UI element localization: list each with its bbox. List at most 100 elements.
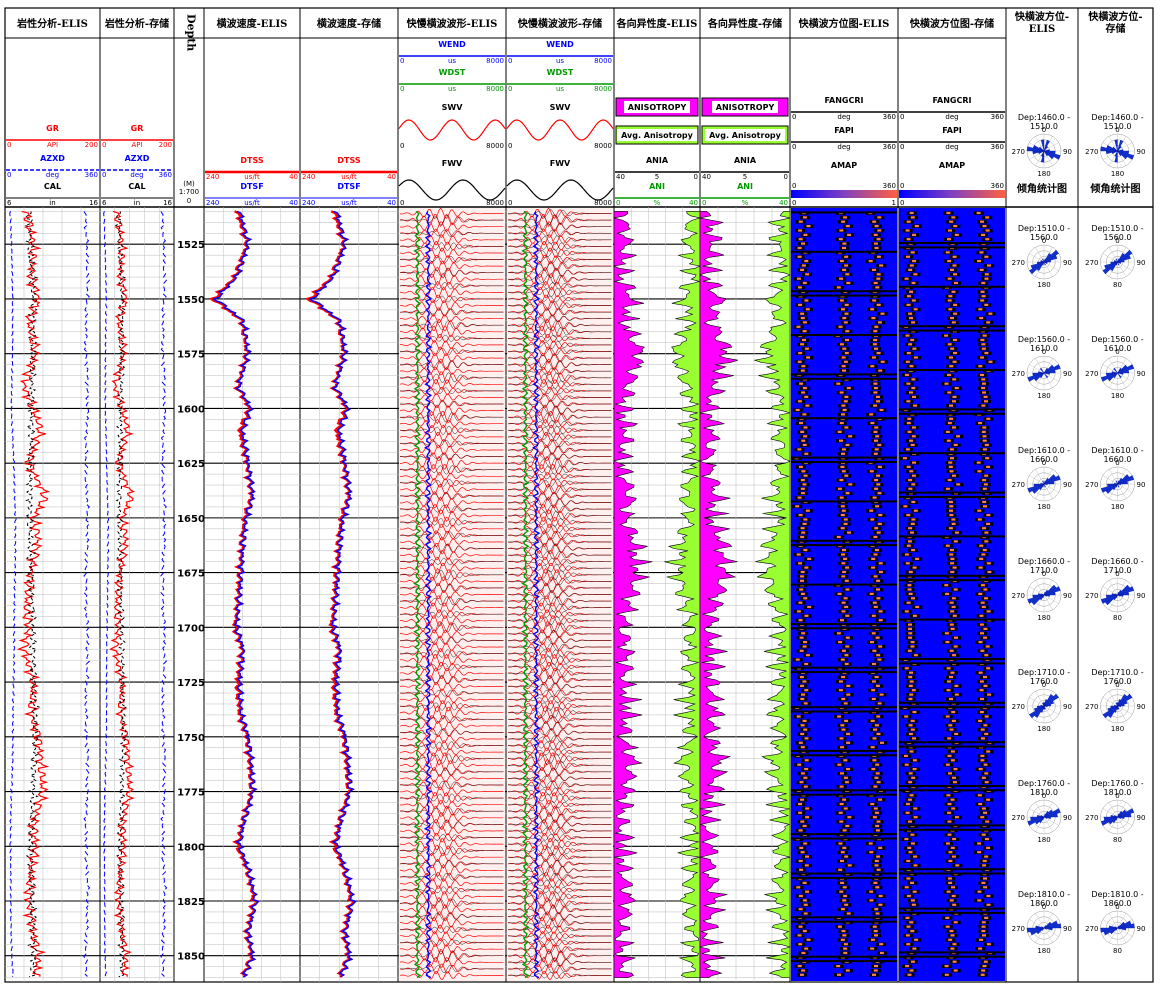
azimuth-hot-spot — [986, 465, 991, 468]
azimuth-stripe — [791, 373, 897, 376]
depth-tick-label: 1825 — [177, 897, 205, 908]
azimuth-hot-spot — [953, 645, 958, 648]
rose-petal — [1114, 139, 1118, 152]
azimuth-hot-spot — [803, 518, 808, 521]
azimuth-stripe — [791, 544, 897, 547]
curve-name-amap: AMAP — [939, 161, 965, 170]
azimuth-hot-spot — [984, 654, 989, 657]
azimuth-hot-spot — [841, 649, 846, 652]
azimuth-hot-spot — [873, 535, 878, 539]
azimuth-hot-spot — [984, 540, 989, 543]
fwv-trace — [400, 596, 504, 606]
rose-spoke — [1043, 483, 1059, 493]
azimuth-hot-spot — [803, 597, 808, 600]
azimuth-stripe — [791, 710, 897, 713]
fwv-trace — [400, 833, 504, 842]
rose-diagram: Dep:1760.0 -Dep:1760.0 - 1810.01810.00 90… — [1085, 779, 1145, 844]
azimuth-hot-spot — [915, 605, 920, 609]
azimuth-hot-spot — [799, 868, 804, 871]
fwv-trace — [508, 557, 612, 566]
azimuth-hot-spot — [844, 426, 849, 429]
azimuth-hot-spot — [982, 549, 987, 552]
curve-name-swv: SWV — [550, 103, 572, 112]
azimuth-hot-spot — [947, 803, 952, 806]
azimuth-hot-spot — [873, 338, 878, 342]
curve-min: 0 — [508, 57, 512, 65]
fwv-trace — [508, 728, 612, 737]
azimuth-hot-spot — [907, 649, 912, 652]
azimuth-hot-spot — [802, 645, 807, 648]
curve-max: 40 — [289, 199, 298, 207]
azimuth-hot-spot — [979, 268, 984, 271]
azimuth-hot-spot — [845, 969, 850, 972]
azimuth-hot-spot — [982, 439, 987, 442]
fwv-trace — [508, 925, 612, 933]
azimuth-hot-spot — [949, 417, 954, 420]
azimuth-hot-spot — [909, 671, 913, 674]
azimuth-hot-spot — [980, 338, 985, 342]
azimuth-hot-spot — [978, 768, 983, 771]
rose-label-2: 1510.0 — [1030, 122, 1058, 131]
azimuth-hot-spot — [905, 448, 910, 451]
azimuth-hot-spot — [806, 225, 811, 228]
azimuth-hot-spot — [949, 404, 953, 407]
azimuth-hot-spot — [908, 627, 912, 630]
azimuth-hot-spot — [911, 689, 916, 692]
azimuth-hot-spot — [874, 811, 879, 814]
azimuth-hot-spot — [905, 811, 910, 814]
azimuth-hot-spot — [841, 448, 846, 451]
azimuth-hot-spot — [946, 439, 951, 442]
azimuth-hot-spot — [986, 750, 991, 753]
rose-east-label: 90 — [1063, 703, 1072, 711]
rose-petal — [1043, 150, 1049, 157]
track-title: 快横波方位- — [1014, 10, 1069, 23]
azimuth-hot-spot — [952, 614, 957, 617]
curve-unit: deg — [945, 113, 958, 121]
swv-trace — [399, 455, 504, 470]
curve-name-cal: CAL — [44, 182, 61, 191]
azimuth-hot-spot — [980, 697, 984, 701]
rose-west-label: 270 — [1085, 481, 1098, 489]
azimuth-stripe — [791, 500, 897, 503]
azimuth-hot-spot — [909, 365, 914, 368]
azimuth-hot-spot — [870, 365, 875, 368]
azimuth-hot-spot — [984, 772, 989, 775]
azimuth-hot-spot — [844, 719, 849, 722]
curve-max: 16 — [89, 199, 98, 207]
azimuth-hot-spot — [871, 689, 876, 692]
curve-min: 0 — [400, 57, 404, 65]
azimuth-hot-spot — [979, 689, 984, 692]
azimuth-hot-spot — [801, 951, 806, 955]
depth-tick-label: 1600 — [177, 404, 205, 415]
rose-spoke — [1117, 705, 1133, 715]
anisotropy-label-bg — [624, 101, 690, 113]
azimuth-stripe — [899, 911, 1005, 914]
curve-max: 8000 — [594, 85, 612, 93]
rose-north-label: 0 — [1115, 792, 1119, 800]
rose-petal — [1113, 367, 1118, 374]
fwv-trace — [508, 341, 612, 349]
azimuth-hot-spot — [875, 286, 880, 289]
curve-unit: deg — [837, 113, 850, 121]
azimuth-hot-spot — [907, 846, 912, 849]
track-title: 各向异性度-存储 — [707, 17, 782, 30]
azimuth-hot-spot — [908, 487, 913, 490]
azimuth-hot-spot — [874, 448, 879, 451]
azimuth-hot-spot — [907, 417, 912, 420]
azimuth-hot-spot — [870, 641, 874, 644]
azimuth-hot-spot — [798, 229, 802, 232]
azimuth-hot-spot — [876, 352, 881, 355]
azimuth-hot-spot — [874, 864, 879, 867]
azimuth-hot-spot — [844, 303, 849, 306]
azimuth-hot-spot — [871, 317, 876, 320]
azimuth-hot-spot — [950, 610, 955, 613]
azimuth-hot-spot — [873, 881, 878, 884]
azimuth-stripe — [791, 876, 897, 879]
azimuth-hot-spot — [803, 549, 808, 552]
curve-unit: deg — [837, 143, 850, 151]
azimuth-hot-spot — [796, 277, 801, 280]
azimuth-hot-spot — [836, 382, 841, 385]
fwv-trace — [400, 728, 504, 737]
rose-petal — [1041, 593, 1045, 596]
track-title: 快横波方位- — [1087, 10, 1142, 23]
